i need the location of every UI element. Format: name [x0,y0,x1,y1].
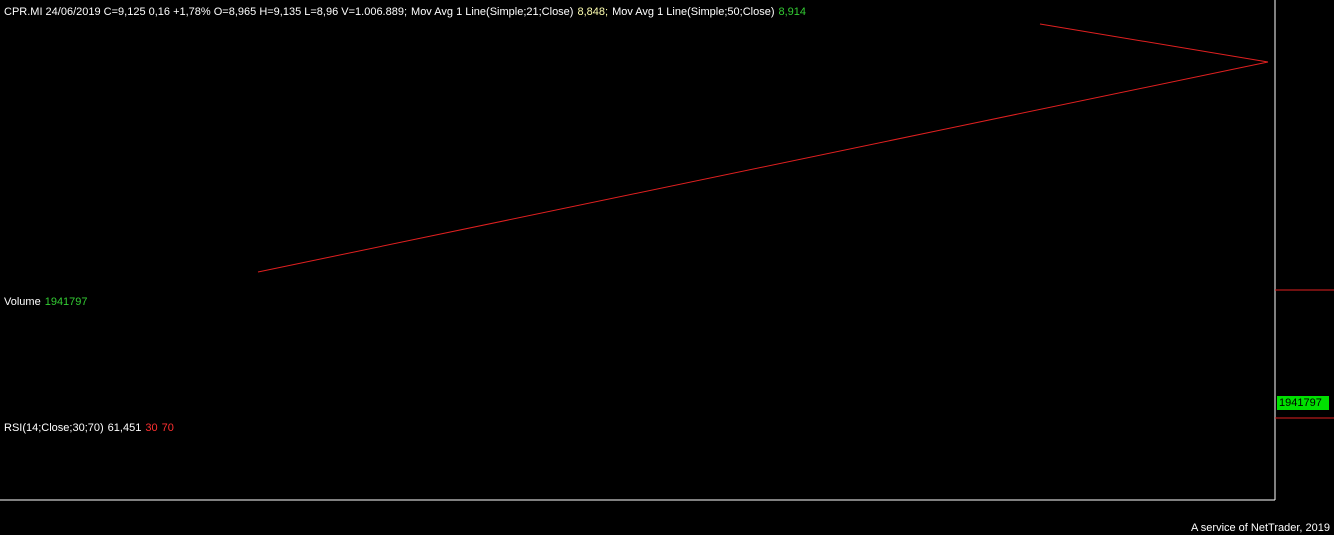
volume-title: Volume [4,296,41,308]
ma21-name: Mov Avg 1 Line(Simple;21;Close) [411,6,573,18]
rsi-header: RSI(14;Close;30;70) 61,451 30 70 [4,422,174,434]
volume-value-box [1277,396,1329,410]
rsi-level: 70 [162,422,174,434]
volume-value: 1941797 [45,296,88,308]
header-title: CPR.MI 24/06/2019 C=9,125 0,16 +1,78% O=… [4,6,407,18]
ma50-value: 8,914 [779,6,807,18]
ma50-name: Mov Avg 1 Line(Simple;50;Close) [612,6,774,18]
rsi-title: RSI(14;Close;30;70) [4,422,104,434]
resistance-trendline [1039,23,1269,63]
price-header: CPR.MI 24/06/2019 C=9,125 0,16 +1,78% O=… [4,6,806,18]
ma21-value: 8,848; [577,6,608,18]
volume-header: Volume 1941797 [4,296,88,308]
rsi-level: 30 [145,422,157,434]
volume-value-box-label: 1941797 [1279,397,1322,409]
rsi-value: 61,451 [108,422,142,434]
support-trendline [257,61,1269,273]
source-credit: A service of NetTrader, 2019 [1191,522,1330,534]
